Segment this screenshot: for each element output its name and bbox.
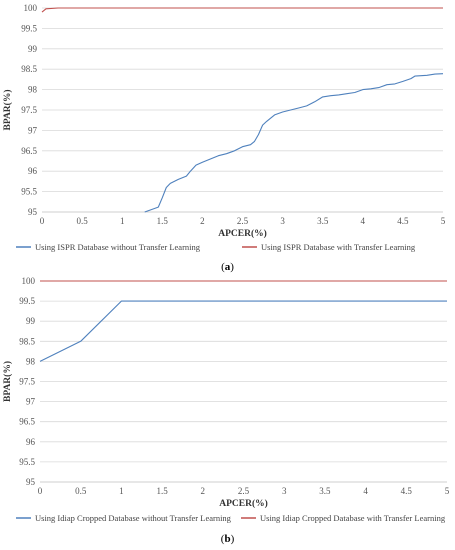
figure-caption: (a) bbox=[221, 261, 234, 273]
y-tick-label: 97.5 bbox=[19, 377, 35, 387]
y-tick-label: 98.5 bbox=[19, 336, 35, 346]
y-tick-label: 97.5 bbox=[21, 105, 37, 115]
y-tick-label: 98 bbox=[26, 356, 36, 366]
legend: Using ISPR Database without Transfer Lea… bbox=[16, 242, 416, 252]
y-axis-title: BPAR(%) bbox=[2, 361, 13, 402]
series-line-without-transfer bbox=[144, 73, 444, 213]
y-tick-label: 99 bbox=[28, 44, 38, 54]
x-tick-label: 3.5 bbox=[319, 486, 331, 496]
y-tick-label: 96 bbox=[26, 437, 36, 447]
x-tick-label: 5 bbox=[445, 486, 450, 496]
x-tick-label: 0.5 bbox=[76, 216, 88, 226]
x-tick-label: 3 bbox=[280, 216, 285, 226]
x-tick-label: 4 bbox=[363, 486, 368, 496]
x-tick-label: 1 bbox=[120, 216, 125, 226]
x-tick-label: 1.5 bbox=[157, 216, 169, 226]
legend: Using Idiap Cropped Database without Tra… bbox=[16, 513, 446, 523]
x-tick-label: 4.5 bbox=[401, 486, 413, 496]
x-tick-label: 4 bbox=[361, 216, 366, 226]
y-tick-label: 95 bbox=[28, 207, 38, 217]
y-tick-label: 99.5 bbox=[21, 23, 37, 33]
series-line-without-transfer bbox=[39, 300, 447, 362]
y-tick-label: 100 bbox=[22, 276, 36, 286]
x-tick-label: 0.5 bbox=[75, 486, 87, 496]
x-tick-label: 3.5 bbox=[317, 216, 329, 226]
legend-label: Using Idiap Cropped Database without Tra… bbox=[35, 513, 232, 523]
y-tick-label: 97 bbox=[28, 125, 38, 135]
y-tick-label: 98.5 bbox=[21, 64, 37, 74]
y-tick-label: 100 bbox=[24, 3, 38, 13]
y-tick-label: 96.5 bbox=[19, 417, 35, 427]
y-tick-label: 96.5 bbox=[21, 146, 37, 156]
x-tick-label: 2.5 bbox=[237, 216, 249, 226]
y-axis-title: BPAR(%) bbox=[2, 90, 13, 131]
legend-label: Using ISPR Database with Transfer Learni… bbox=[261, 242, 416, 252]
x-tick-label: 1 bbox=[119, 486, 124, 496]
x-tick-label: 0 bbox=[40, 216, 45, 226]
x-axis-title: APCER(%) bbox=[219, 498, 268, 509]
y-tick-label: 99 bbox=[26, 316, 36, 326]
y-tick-label: 95.5 bbox=[21, 187, 37, 197]
chart-a: 95 95.5 96 96.5 97 97.5 98 98.5 99 99.5 100 0 0.5 1 1.… bbox=[2, 3, 446, 273]
y-tick-label: 95 bbox=[26, 477, 36, 487]
x-tick-label: 3 bbox=[282, 486, 287, 496]
x-tick-label: 0 bbox=[38, 486, 43, 496]
y-tick-label: 97 bbox=[26, 397, 36, 407]
x-tick-label: 4.5 bbox=[397, 216, 409, 226]
chart-b: 95 95.5 96 96.5 97 97.5 98 98.5 99 99.5 100 0 0.5 1 1.… bbox=[2, 276, 450, 545]
y-tick-label: 96 bbox=[28, 166, 38, 176]
legend-label: Using Idiap Cropped Database with Transf… bbox=[260, 513, 446, 523]
x-tick-label: 2 bbox=[200, 216, 205, 226]
y-tick-label: 98 bbox=[28, 85, 38, 95]
figure-caption: (b) bbox=[221, 533, 235, 545]
y-tick-label: 99.5 bbox=[19, 296, 35, 306]
x-tick-label: 2.5 bbox=[238, 486, 250, 496]
y-tick-label: 95.5 bbox=[19, 457, 35, 467]
series-line-with-transfer bbox=[41, 7, 443, 13]
x-tick-label: 2 bbox=[201, 486, 206, 496]
x-tick-label: 5 bbox=[441, 216, 446, 226]
legend-label: Using ISPR Database without Transfer Lea… bbox=[35, 242, 201, 252]
x-tick-label: 1.5 bbox=[156, 486, 168, 496]
x-axis-title: APCER(%) bbox=[218, 228, 267, 239]
